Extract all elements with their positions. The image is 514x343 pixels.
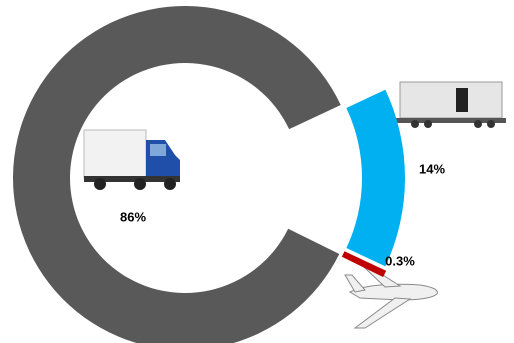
donut-segment (346, 89, 406, 267)
value-label: 86% (120, 209, 146, 224)
rail-car-icon (396, 81, 506, 128)
donut-segment (341, 251, 387, 278)
plane-icon (344, 267, 438, 329)
value-label: 0.3% (385, 253, 415, 268)
truck-icon (83, 129, 180, 190)
donut-segment (13, 6, 341, 343)
value-label: 14% (419, 161, 445, 176)
